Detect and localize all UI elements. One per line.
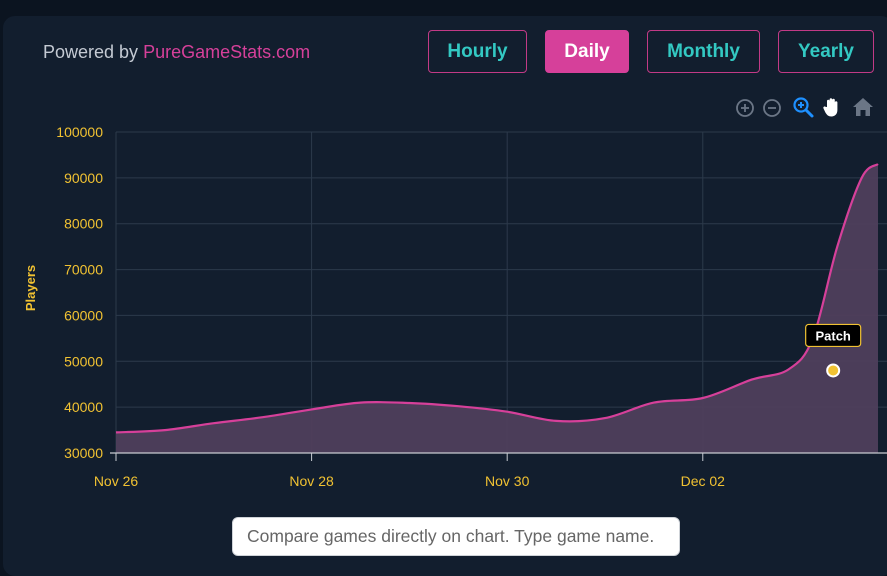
chart-panel [3, 16, 887, 576]
y-tick-label: 30000 [64, 445, 103, 461]
yearly-button[interactable]: Yearly [778, 30, 874, 73]
powered-brand-link[interactable]: PureGameStats.com [143, 42, 311, 62]
hourly-button[interactable]: Hourly [428, 30, 527, 73]
zoom-out-icon[interactable] [760, 95, 784, 119]
zoom-select-icon[interactable] [791, 95, 815, 119]
patch-flag [805, 323, 862, 348]
patch-label: Patch [815, 328, 850, 343]
zoom-in-icon[interactable] [733, 95, 757, 119]
y-axis-title: Players [23, 265, 38, 311]
daily-button[interactable]: Daily [545, 30, 629, 73]
y-tick-label: 70000 [64, 262, 103, 278]
x-tick-label: Dec 02 [681, 473, 726, 489]
monthly-button[interactable]: Monthly [647, 30, 760, 73]
y-tick-label: 90000 [64, 170, 103, 186]
x-tick-label: Nov 30 [485, 473, 530, 489]
y-tick-label: 60000 [64, 307, 103, 323]
pan-icon[interactable] [820, 95, 844, 119]
y-tick-label: 40000 [64, 399, 103, 415]
y-tick-label: 50000 [64, 353, 103, 369]
x-tick-label: Nov 28 [289, 473, 334, 489]
y-tick-label: 100000 [56, 124, 103, 140]
players-area [116, 164, 878, 453]
y-tick-label: 80000 [64, 216, 103, 232]
x-tick-label: Nov 26 [94, 473, 139, 489]
powered-prefix: Powered by [43, 42, 144, 62]
compare-games-input[interactable] [232, 517, 680, 556]
reset-home-icon[interactable] [851, 95, 875, 119]
powered-by: Powered by PureGameStats.com [43, 42, 310, 63]
patch-marker [826, 363, 841, 378]
